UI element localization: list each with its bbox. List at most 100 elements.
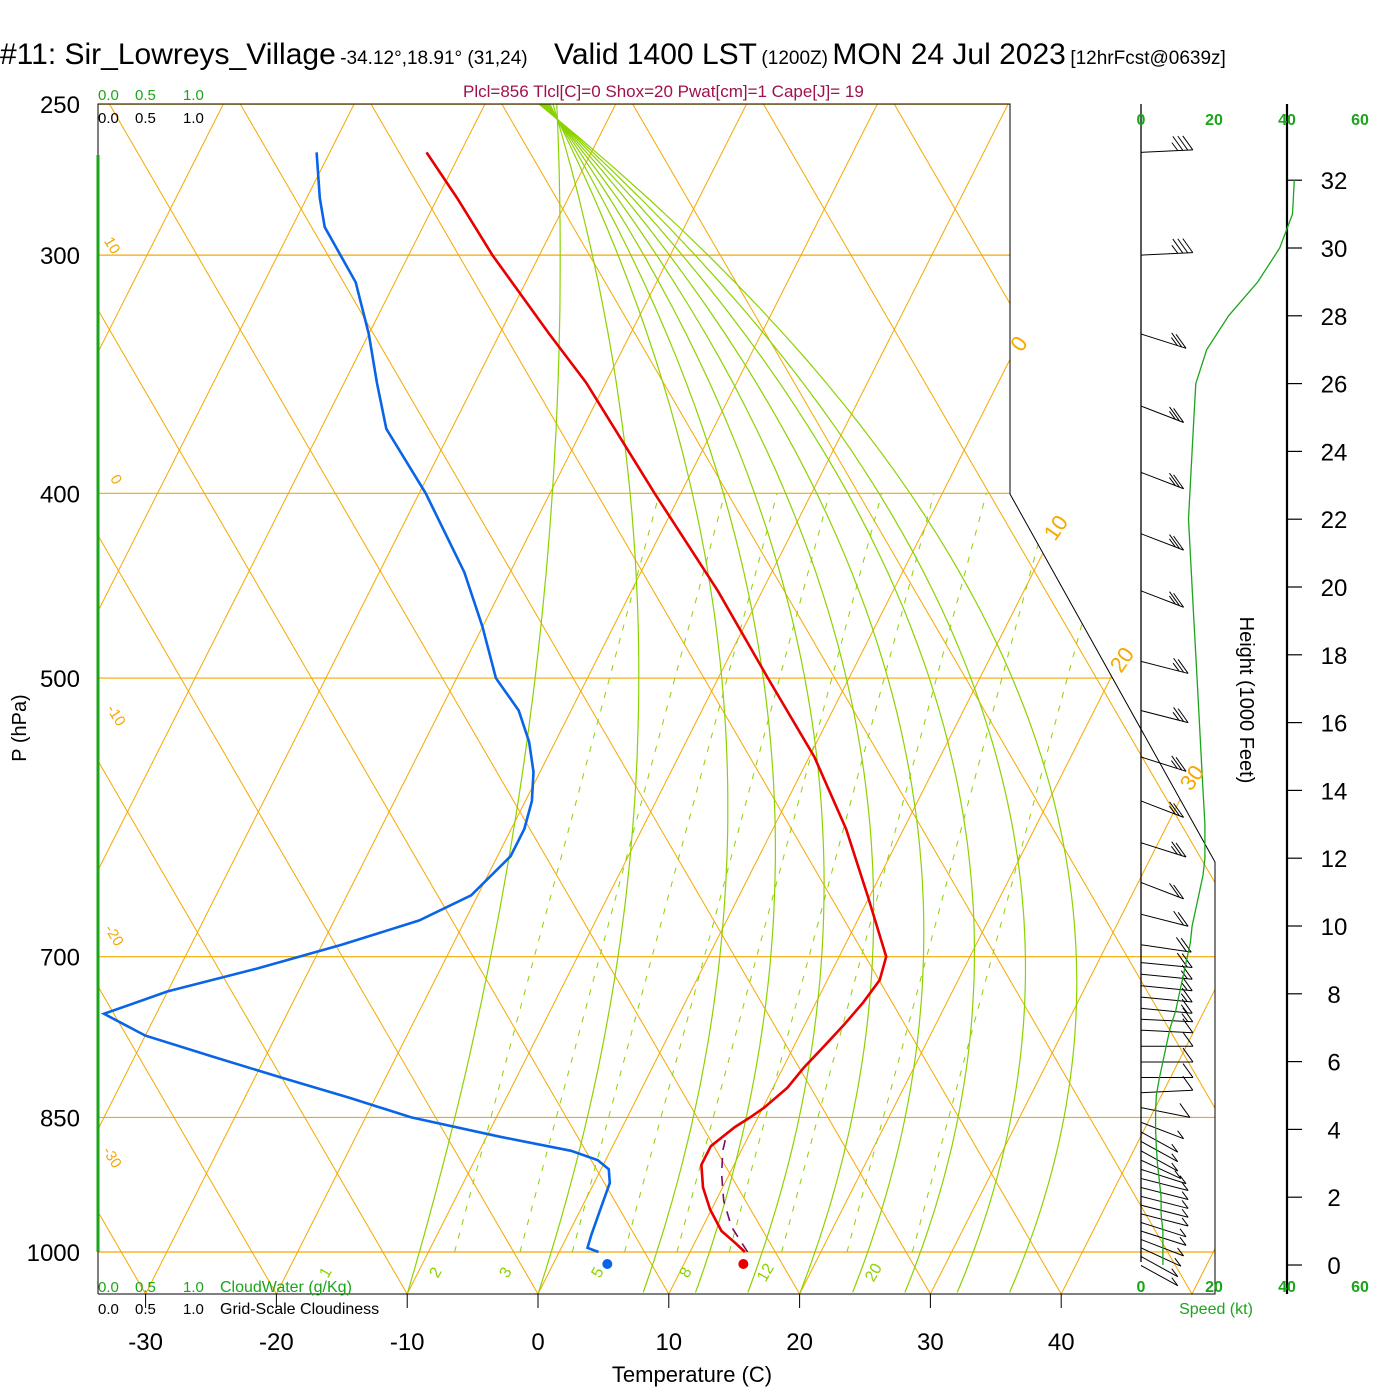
barb-flag [1177,135,1189,151]
barb-staff [1140,842,1187,858]
barb-half-flag [1171,1153,1179,1162]
valid-date: MON 24 Jul 2023 [832,38,1066,71]
wind-barb [1141,1031,1194,1047]
temperature-line [425,151,888,1253]
barb-staff [1140,1140,1179,1163]
cloud-top-green-tick: 0.5 [135,87,156,104]
barb-staff [1140,944,1192,953]
barb-flag [1180,937,1192,953]
dry-adiabat-line [370,104,1062,1294]
wind-barb [1140,952,1193,969]
left-isotherm-label: 10 [100,234,123,257]
height-tick-label: 22 [1321,507,1348,534]
wind-barb [1140,910,1189,927]
speed-tick-bottom: 60 [1351,1279,1369,1296]
cloudwater-label: CloudWater (g/Kg) [220,1279,352,1296]
moist-adiabat-line [538,104,1078,1293]
barb-flag [1177,911,1189,927]
wind-barb [1140,135,1194,153]
x-tick-label: -10 [390,1329,425,1356]
wind-barb [1140,707,1189,724]
barb-half-flag [1179,1237,1187,1246]
cloud-top-black-tick: 0.5 [135,110,156,127]
x-tick-label: 0 [531,1329,544,1356]
cloud-top-green-tick: 1.0 [183,87,204,104]
speed-tick-top: 60 [1351,112,1369,129]
moist-adiabat-line [544,104,875,1293]
isotherm-label: 0 [1005,332,1033,356]
cloud-top-black-tick: 1.0 [183,110,204,127]
isotherm-line [145,104,747,1294]
isotherm-label: 30 [1175,761,1210,795]
barb-staff [1140,1150,1179,1172]
barb-flag [1171,332,1183,348]
barb-staff [1140,913,1189,927]
isotherm-line [799,104,1215,1294]
barb-half-flag [1171,1162,1179,1172]
wind-barb [1140,1168,1187,1185]
barb-staff [1140,882,1184,900]
dry-adiabat-line [893,104,1215,1294]
barb-staff [1140,149,1193,153]
barb-flag [1182,1031,1194,1047]
dry-adiabat-line [98,104,670,1294]
barb-staff [1140,800,1184,818]
wind-barb [1140,1186,1189,1201]
speed-tick-bottom: 0 [1137,1279,1146,1296]
wind-barbs [1140,135,1194,1287]
speed-axis-title: Speed (kt) [1179,1301,1253,1318]
barb-flag [1182,1018,1194,1033]
barb-staff [1140,533,1184,551]
barb-half-flag [1171,142,1179,151]
barb-flag [1179,1103,1191,1118]
dry-adiabat-line [1287,104,1400,1294]
barb-staff [1140,710,1189,724]
barb-flag [1171,755,1183,771]
barb-flag [1175,937,1187,952]
barb-half-flag [1172,712,1180,721]
barb-flag [1171,841,1183,856]
barb-half-flag [1171,1277,1179,1287]
wind-barb [1140,800,1185,818]
wind-barb [1140,1204,1189,1218]
barb-half-flag [1181,1200,1189,1209]
barb-staff [1140,1256,1179,1278]
moist-adiabat-line [541,104,975,1293]
barb-half-flag [1169,477,1176,486]
dry-adiabat-line [98,104,408,1294]
barb-flag [1175,757,1187,772]
mixing-ratio-line [911,493,1118,1253]
wind-barb [1140,1131,1179,1153]
background-grid [98,104,1400,1294]
barb-flag [1175,334,1187,349]
barb-half-flag [1174,1257,1182,1267]
barb-staff [1140,333,1187,349]
barb-flag [1172,238,1184,254]
barb-flag [1169,406,1180,422]
height-tick-label: 30 [1321,236,1348,263]
barb-flag [1169,534,1180,549]
x-axis-title: Temperature (C) [612,1362,772,1387]
barb-flag [1182,1075,1194,1091]
barb-staff [1140,471,1184,490]
mixing-ratio-line [571,493,778,1253]
wind-barb [1140,1265,1179,1287]
barb-flag [1182,238,1194,253]
wind-barb [1140,533,1185,551]
height-tick-label: 12 [1321,846,1348,873]
cloud-bottom-black-tick: 0.0 [98,1301,119,1318]
barb-half-flag [1181,1013,1189,1022]
wind-barb [1140,1195,1189,1209]
barb-half-flag [1181,1217,1189,1227]
barb-flag [1181,964,1193,980]
wind-barb [1140,1150,1179,1172]
barb-flag [1181,998,1193,1014]
moist-adiabat-line [543,104,925,1293]
height-tick-label: 8 [1327,982,1340,1009]
wind-barb [1140,1222,1187,1238]
wind-barb [1140,1256,1179,1278]
speed-tick-bottom: 20 [1205,1279,1223,1296]
barb-flag [1169,472,1180,488]
moist-adiabat-line [537,104,640,1293]
isotherm-line [929,104,1215,1294]
